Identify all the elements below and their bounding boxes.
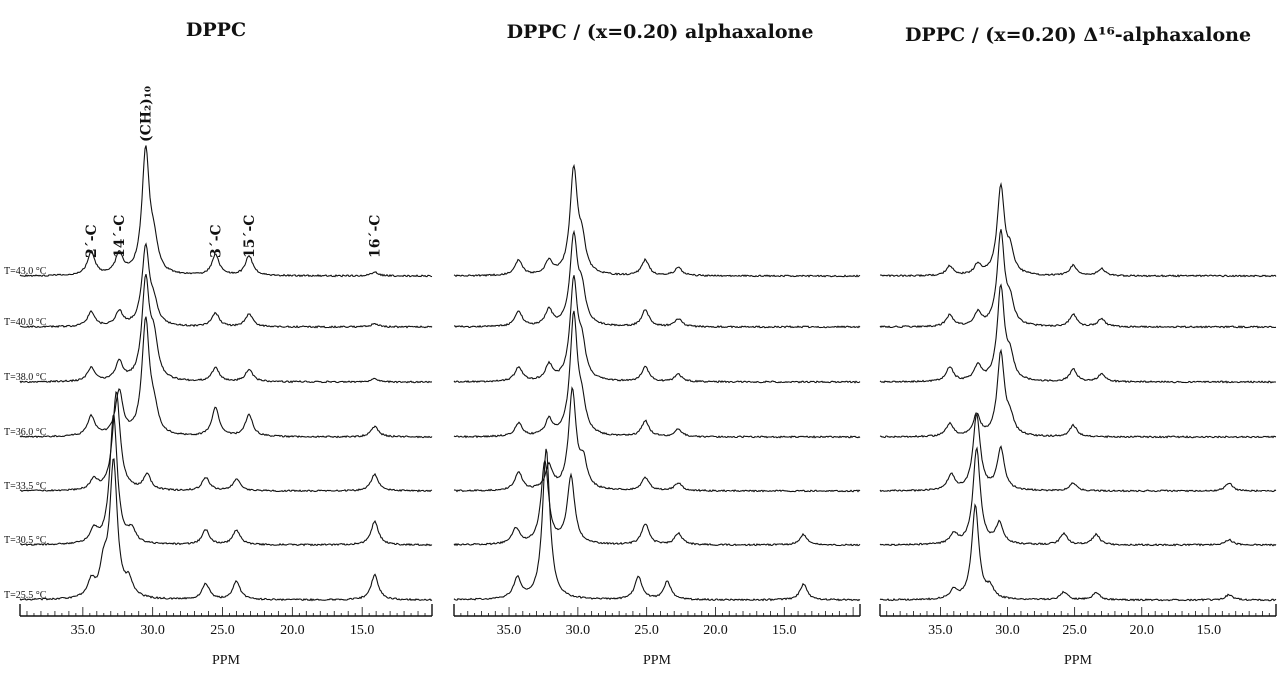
- panel-title: DPPC: [186, 19, 246, 41]
- x-tick-label: 20.0: [1130, 623, 1155, 638]
- spectrum-trace: [19, 413, 433, 547]
- spectrum-panel-1: DPPC T=43.0 °C T=40.0 °C T=38.0 °C T=36.0 °C…: [4, 19, 433, 668]
- temperature-label: T=30.5 °C: [4, 535, 47, 546]
- x-axis-label: PPM: [643, 653, 672, 668]
- spectrum-panel-2: DPPC / (x=0.20) alphaxalone 35.0 30.0 25.0 2…: [453, 21, 861, 668]
- x-tick-label: 25.0: [210, 623, 235, 638]
- spectrum-trace: [879, 503, 1277, 602]
- spectrum-trace: [454, 229, 861, 329]
- spectrum-trace: [19, 242, 433, 329]
- x-tick-label: 15.0: [1197, 623, 1222, 638]
- spectrum-panel-3: DPPC / (x=0.20) Δ¹⁶-alphaxalone 35.0 30.0 2…: [879, 24, 1277, 668]
- spectrum-trace: [453, 310, 861, 439]
- spectrum-trace: [453, 163, 861, 278]
- spectrum-trace: [19, 390, 433, 493]
- peak-label: (CH₂)₁₀: [139, 86, 155, 142]
- x-tick-label: 35.0: [928, 623, 953, 638]
- peak-label: 3´-C: [209, 224, 225, 258]
- temperature-label: T=40.0 °C: [4, 317, 47, 328]
- panel-title: DPPC / (x=0.20) alphaxalone: [507, 21, 814, 43]
- peak-label: 2´-C: [84, 224, 100, 258]
- x-tick-label: 20.0: [703, 623, 728, 638]
- spectrum-trace: [879, 182, 1277, 278]
- x-tick-label: 35.0: [497, 623, 522, 638]
- panel-title: DPPC / (x=0.20) Δ¹⁶-alphaxalone: [905, 24, 1251, 46]
- spectrum-trace: [19, 273, 432, 384]
- spectrum-trace: [19, 458, 433, 602]
- x-axis-label: PPM: [1064, 653, 1093, 668]
- peak-label: 15´-C: [242, 215, 258, 258]
- x-tick-label: 30.0: [995, 623, 1020, 638]
- x-tick-label: 15.0: [772, 623, 797, 638]
- x-tick-label: 15.0: [350, 623, 375, 638]
- x-tick-label: 25.0: [1062, 623, 1087, 638]
- x-tick-label: 20.0: [280, 623, 305, 638]
- spectrum-trace: [19, 316, 433, 439]
- spectrum-trace: [879, 413, 1277, 493]
- x-tick-label: 30.0: [566, 623, 591, 638]
- spectrum-trace: [19, 145, 433, 278]
- spectrum-trace: [879, 446, 1277, 547]
- temperature-label: T=36.0 °C: [4, 427, 47, 438]
- peak-label: 14´-C: [112, 215, 128, 258]
- x-axis-label: PPM: [212, 653, 241, 668]
- spectrum-trace: [879, 348, 1277, 439]
- spectrum-trace: [453, 386, 861, 493]
- temperature-label: T=43.0 °C: [4, 266, 47, 277]
- spectrum-trace: [879, 229, 1277, 329]
- spectrum-trace: [879, 283, 1276, 384]
- temperature-label: T=33.5 °C: [4, 481, 47, 492]
- spectrum-trace: [453, 448, 861, 602]
- spectrum-trace: [453, 458, 861, 547]
- x-tick-label: 35.0: [71, 623, 96, 638]
- temperature-label: T=25.5 °C: [4, 590, 47, 601]
- temperature-label: T=38.0 °C: [4, 372, 47, 383]
- x-tick-label: 30.0: [140, 623, 165, 638]
- peak-label: 16´-C: [368, 215, 384, 258]
- x-tick-label: 25.0: [634, 623, 659, 638]
- spectrum-trace: [453, 275, 861, 384]
